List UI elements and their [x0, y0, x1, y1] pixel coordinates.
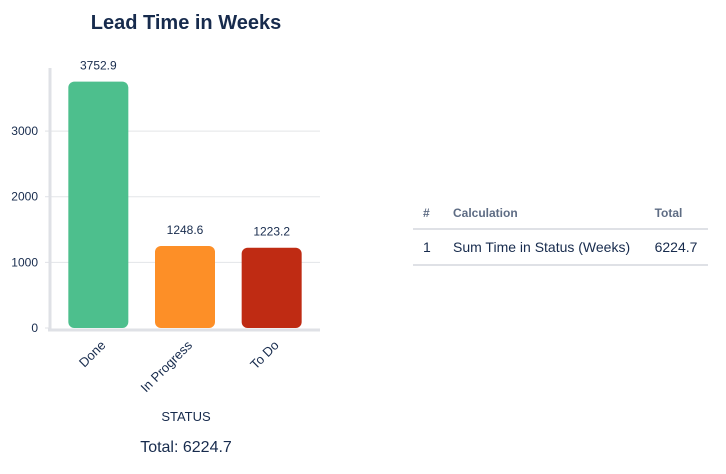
row-calculation: Sum Time in Status (Weeks): [445, 229, 647, 266]
bar-value-label: 1248.6: [167, 223, 204, 237]
x-tick-label: In Progress: [138, 337, 196, 395]
table-header-row: # Calculation Total: [413, 200, 708, 230]
y-tick-label: 3000: [11, 124, 38, 138]
y-tick-label: 1000: [11, 255, 38, 269]
row-total: 6224.7: [646, 229, 708, 266]
bar-chart: 0 1000 2000 3000 3752.9 Done 1248.6 In Progress…: [11, 59, 320, 395]
calculation-table: # Calculation Total 1 Sum Time in Status…: [413, 200, 708, 266]
x-tick-label: Done: [76, 338, 109, 371]
x-tick-label: To Do: [247, 338, 282, 373]
column-header-calculation: Calculation: [445, 200, 647, 230]
x-axis-label: STATUS: [161, 409, 211, 424]
bar-to-do: [241, 247, 302, 328]
bar-value-label: 1223.2: [253, 225, 290, 239]
column-header-index: #: [413, 200, 445, 230]
bar-value-label: 3752.9: [80, 59, 117, 73]
bar-done: [68, 81, 129, 328]
table-row: 1 Sum Time in Status (Weeks) 6224.7: [413, 229, 708, 266]
y-tick-label: 2000: [11, 190, 38, 204]
bar-in-progress: [155, 246, 215, 328]
column-header-total: Total: [646, 200, 708, 230]
chart-total: Total: 6224.7: [140, 439, 232, 456]
row-index: 1: [413, 229, 445, 266]
chart-title: Lead Time in Weeks: [90, 12, 282, 34]
y-tick-label: 0: [31, 321, 38, 335]
